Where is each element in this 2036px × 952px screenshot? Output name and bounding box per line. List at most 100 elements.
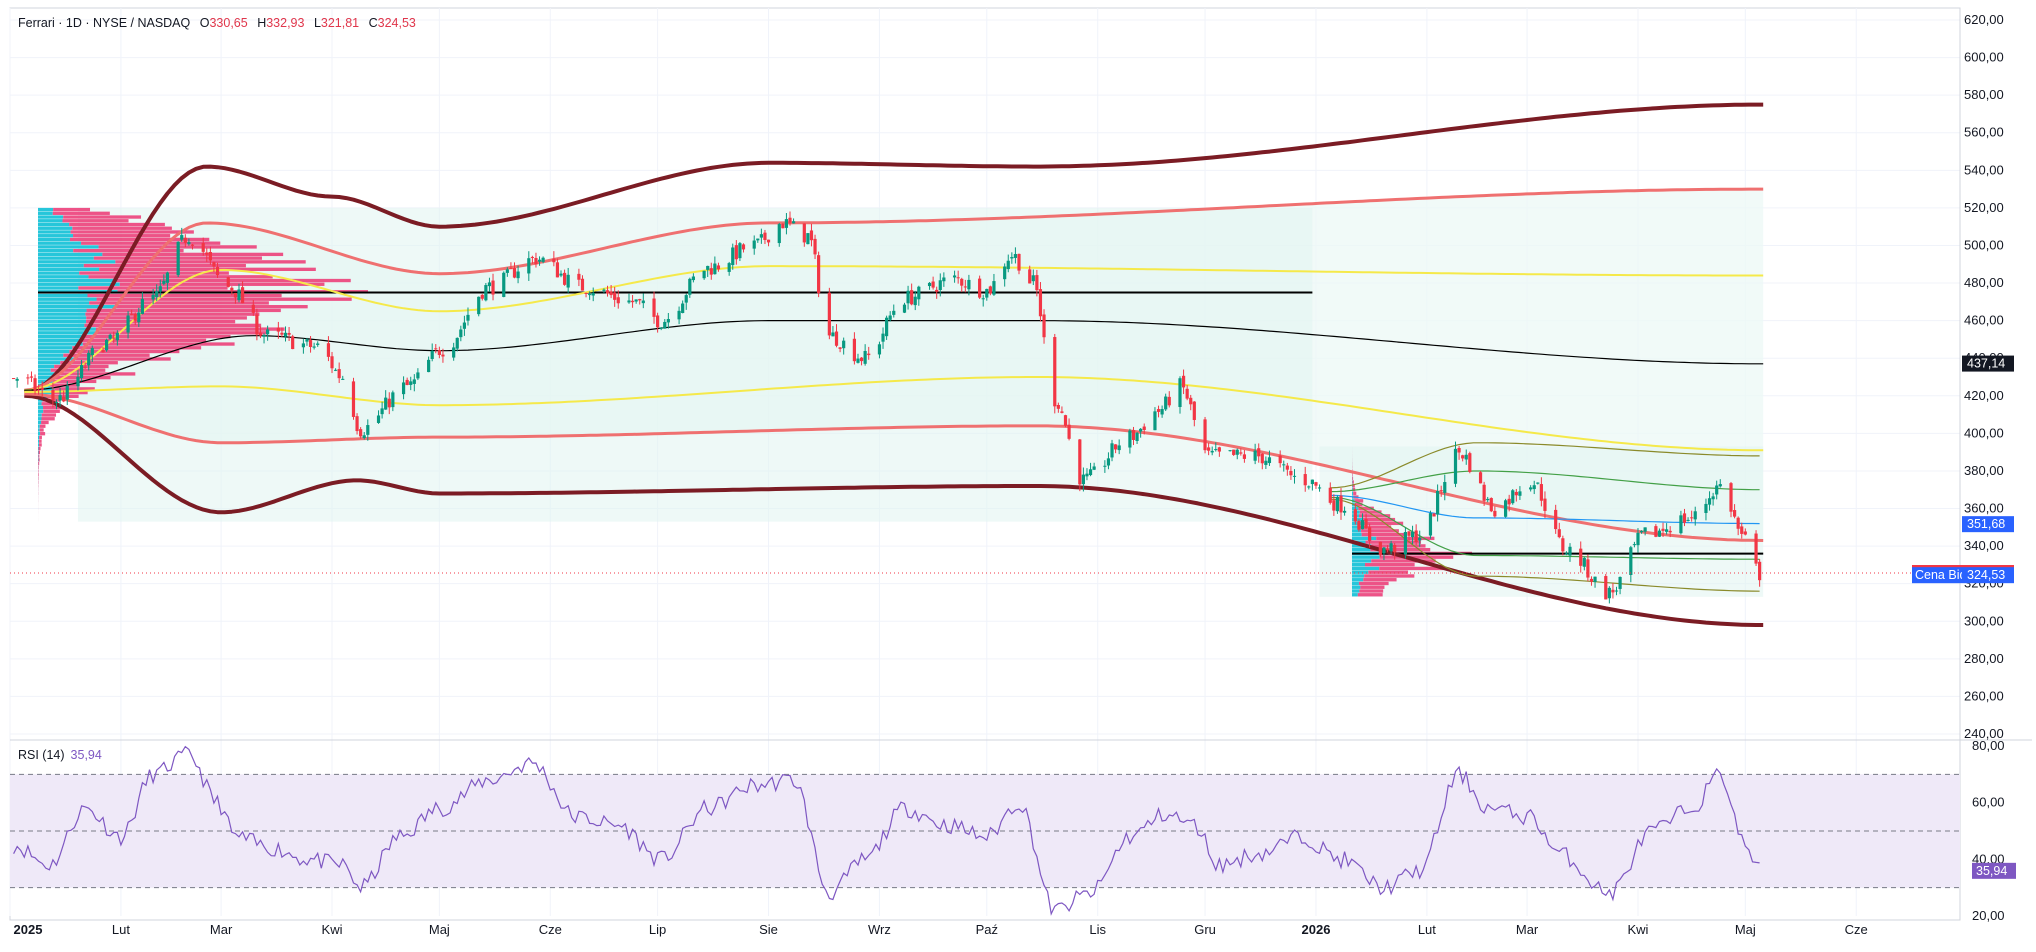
candle-body (384, 397, 388, 410)
candle (952, 270, 957, 283)
candle-body (76, 376, 80, 387)
candle-body (112, 337, 116, 339)
candle (240, 281, 245, 304)
candle (1589, 576, 1594, 586)
candle (963, 279, 967, 293)
vp-bar-up (38, 248, 74, 253)
short-band-upper2 (1330, 442, 1760, 489)
candle (867, 346, 871, 360)
candle (351, 377, 356, 420)
candle-body (466, 314, 470, 321)
candle (652, 291, 656, 324)
candle (1407, 530, 1411, 543)
candle-body (856, 358, 860, 363)
candle-body (405, 379, 409, 386)
price-tag: 437,14 (1962, 355, 2014, 372)
candle (677, 306, 681, 325)
candle-body (187, 242, 191, 244)
vp-bar-down (1352, 472, 1353, 477)
candle (1432, 512, 1436, 517)
vp-bar-down (1371, 544, 1426, 548)
candle (1614, 586, 1619, 596)
vp-bar-down (38, 458, 40, 462)
candle (1704, 498, 1708, 521)
candle-body (605, 290, 610, 294)
candle-body (809, 230, 814, 241)
candle-body (333, 369, 338, 371)
vp-bar-down (42, 405, 63, 410)
candle (888, 311, 892, 322)
candle-body (1189, 397, 1193, 405)
candle-body (33, 378, 37, 391)
candle-body (1478, 472, 1483, 484)
candle (79, 359, 84, 382)
vp-bar-down (1359, 525, 1392, 529)
candle (1389, 540, 1393, 555)
candle (366, 419, 370, 441)
candle-body (838, 347, 842, 349)
candle (316, 341, 320, 347)
candle-body (430, 350, 434, 359)
candle (434, 344, 438, 354)
candle-body (1060, 411, 1064, 413)
vp-bar-down (1358, 581, 1389, 586)
candle (791, 218, 796, 224)
vp-bar-up (38, 267, 100, 271)
candle-body (158, 286, 162, 292)
vp-bar-up (38, 305, 117, 309)
candle (1507, 494, 1511, 512)
price-tag-bg (1962, 355, 2014, 372)
candle (1106, 452, 1111, 470)
vp-bar-down (38, 465, 39, 469)
vp-bar-up (38, 226, 73, 230)
vp-bar-down (99, 267, 316, 271)
vp-bar-down (1352, 487, 1356, 492)
candle (262, 333, 266, 344)
candle (251, 299, 255, 316)
vp-bar-down (87, 293, 282, 298)
y-tick-label: 480,00 (1964, 275, 2004, 290)
candle-body (684, 295, 688, 303)
candle-body (956, 277, 960, 279)
vp-bar-up (38, 435, 40, 440)
candle (859, 357, 864, 366)
candle-body (11, 378, 16, 380)
candle (1006, 254, 1010, 273)
vp-bar-down (1379, 555, 1454, 559)
candle-body (230, 287, 234, 291)
candle (26, 374, 30, 385)
candle-body (1357, 520, 1361, 530)
candle-body (1314, 482, 1318, 486)
candle-body (1078, 439, 1082, 485)
candle-body (1328, 487, 1332, 503)
candle-body (441, 354, 445, 357)
vp-bar-up (38, 293, 88, 298)
candle (176, 241, 180, 278)
candle (759, 228, 763, 244)
candle (1618, 576, 1622, 595)
candle-body (1428, 513, 1433, 536)
price-tag-value: 324,53 (1967, 568, 2005, 582)
candle-body (967, 279, 971, 290)
candle (877, 341, 882, 359)
candle (1364, 513, 1368, 529)
candle-body (1239, 452, 1243, 454)
candle-body (562, 272, 567, 285)
candle-body (1715, 485, 1719, 495)
y-tick-label: 600,00 (1964, 50, 2004, 65)
vp-bar-up (1352, 581, 1359, 586)
candle-body (1568, 546, 1572, 556)
candle-body (133, 313, 137, 321)
candle (709, 262, 713, 280)
vp-bar-down (1354, 499, 1364, 503)
candle (1643, 527, 1647, 536)
candle-body (702, 270, 706, 279)
candle-body (1729, 483, 1733, 512)
x-tick-label: Cze (1845, 922, 1868, 937)
candle-body (985, 288, 989, 298)
low-value: 321,81 (320, 16, 360, 30)
candle-body (1342, 510, 1347, 513)
vp-bar-down (62, 219, 129, 223)
